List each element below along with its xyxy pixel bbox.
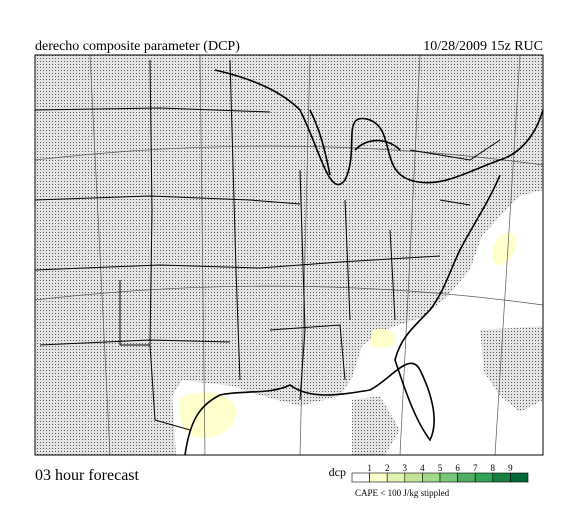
legend-swatch bbox=[404, 472, 423, 483]
legend-swatch bbox=[474, 472, 494, 483]
legend-level: 2 bbox=[385, 463, 390, 473]
legend-swatch bbox=[369, 472, 388, 483]
legend-level: 4 bbox=[420, 463, 425, 473]
legend-swatch bbox=[510, 472, 529, 483]
legend-swatch bbox=[457, 472, 476, 483]
legend-swatch bbox=[439, 472, 458, 483]
legend-level: 7 bbox=[473, 463, 478, 473]
legend-level: 1 bbox=[367, 463, 372, 473]
legend-level: 8 bbox=[491, 463, 496, 473]
legend-swatch bbox=[492, 472, 511, 483]
map-title: derecho composite parameter (DCP) bbox=[35, 39, 240, 54]
legend-note: CAPE < 100 J/kg stippled bbox=[355, 488, 450, 498]
legend-level: 5 bbox=[438, 463, 443, 473]
map bbox=[34, 54, 544, 456]
forecast-hour: 03 hour forecast bbox=[35, 467, 140, 484]
legend-swatch bbox=[351, 472, 370, 483]
legend-level: 6 bbox=[455, 463, 460, 473]
legend-level: 3 bbox=[403, 463, 408, 473]
legend-level: 9 bbox=[508, 463, 513, 473]
legend: 1 2 3 4 5 6 7 8 9 bbox=[351, 463, 529, 483]
legend-swatch bbox=[386, 472, 406, 483]
valid-time: 10/28/2009 15z RUC bbox=[423, 39, 543, 54]
legend-swatch bbox=[422, 472, 441, 483]
legend-label: dcp bbox=[329, 465, 346, 479]
